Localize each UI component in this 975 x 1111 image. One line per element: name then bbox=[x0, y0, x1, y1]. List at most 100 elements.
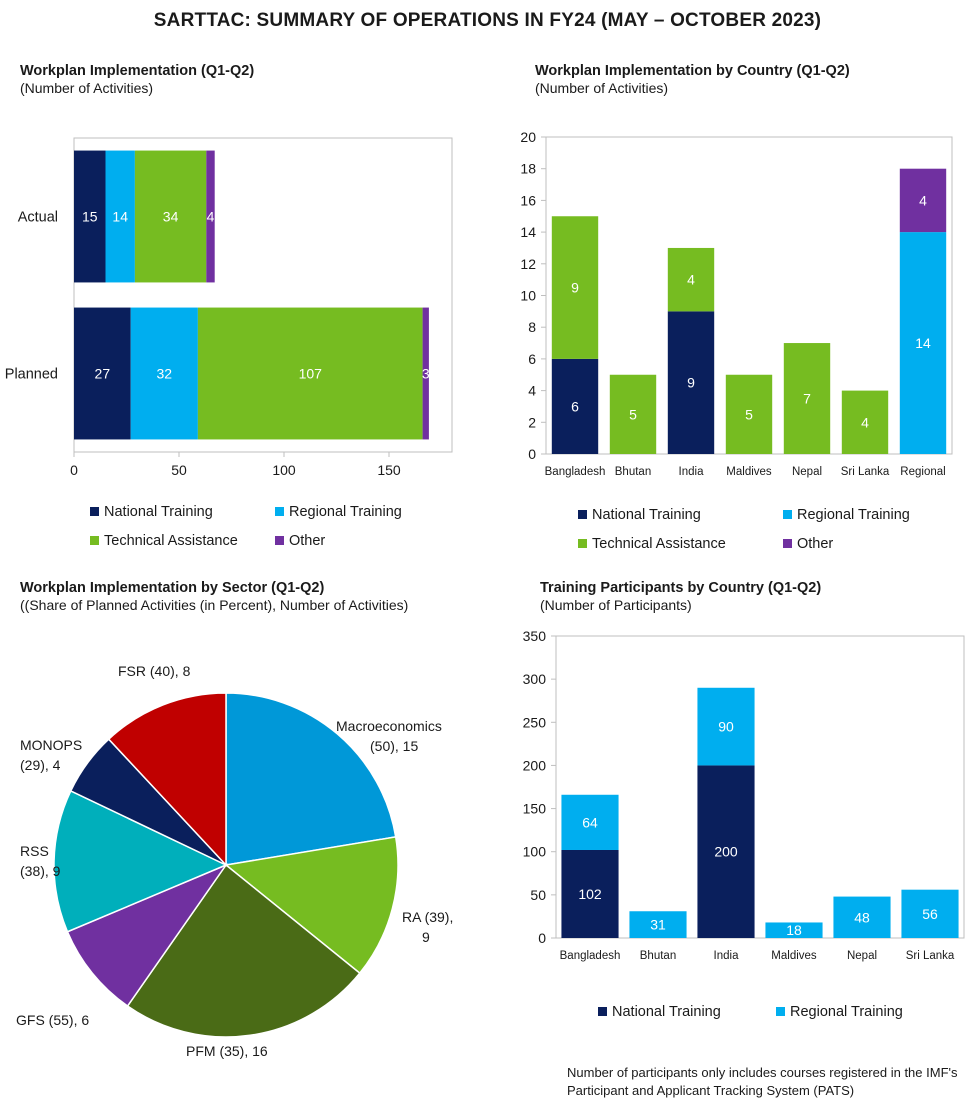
chart-subtitle: ((Share of Planned Activities (in Percen… bbox=[20, 597, 409, 613]
category-label-sri-lanka: Sri Lanka bbox=[841, 466, 890, 478]
bar-sri-lanka-regional-training bbox=[901, 889, 959, 938]
legend-label-national-training: National Training bbox=[612, 1004, 721, 1020]
y-tick-label: 20 bbox=[520, 129, 536, 145]
bar-maldives-technical-assistance bbox=[725, 374, 773, 454]
bar-bangladesh-national-training bbox=[561, 849, 619, 938]
bar-india-national-training bbox=[667, 311, 715, 454]
category-label-planned: Planned bbox=[5, 367, 58, 383]
legend-label-other: Other bbox=[289, 533, 325, 549]
category-label-maldives: Maldives bbox=[726, 466, 772, 478]
pie-slice-ra bbox=[224, 836, 399, 975]
data-label: 4 bbox=[861, 414, 869, 430]
chart-title: Workplan Implementation by Sector (Q1-Q2… bbox=[20, 580, 325, 596]
y-tick-label: 4 bbox=[528, 383, 536, 399]
data-label: 9 bbox=[687, 375, 695, 391]
y-tick-label: 100 bbox=[523, 844, 547, 860]
x-tick-label: 0 bbox=[70, 462, 78, 478]
y-tick-label: 350 bbox=[523, 628, 547, 644]
y-tick-label: 12 bbox=[520, 256, 536, 272]
panel-workplan-by-country: Workplan Implementation by Country (Q1-Q… bbox=[535, 63, 850, 96]
chart-subtitle: (Number of Activities) bbox=[535, 80, 669, 96]
category-label-regional: Regional bbox=[900, 466, 945, 478]
y-tick-label: 14 bbox=[520, 224, 536, 240]
chart-training-participants: 0 50 100 150 200 250 300 350 102 64 Bangladesh 31 Bh… bbox=[523, 628, 965, 1020]
panel-training-participants: Training Participants by Country (Q1-Q2)… bbox=[540, 580, 821, 613]
category-label-sri-lanka: Sri Lanka bbox=[906, 950, 955, 962]
legend-label-technical-assistance: Technical Assistance bbox=[104, 533, 238, 549]
legend-swatch-technical-assistance bbox=[578, 539, 587, 548]
y-tick-label: 300 bbox=[523, 671, 547, 687]
category-label-bangladesh: Bangladesh bbox=[545, 466, 606, 478]
pie-label-rss: RSS (38), 9 bbox=[20, 843, 61, 879]
y-tick-label: 6 bbox=[528, 351, 536, 367]
category-label-bhutan: Bhutan bbox=[640, 950, 676, 962]
data-label: 5 bbox=[745, 406, 753, 422]
data-label: 7 bbox=[803, 391, 811, 407]
x-tick-label: 100 bbox=[272, 462, 296, 478]
bar-bhutan-regional-training bbox=[629, 911, 687, 938]
legend-swatch-national-training bbox=[90, 507, 99, 516]
bar-india-regional-training bbox=[697, 687, 755, 766]
bar-actual-other bbox=[206, 150, 215, 283]
category-label-india: India bbox=[714, 950, 740, 962]
y-tick-label: 200 bbox=[523, 757, 547, 773]
bar-actual-national-training bbox=[74, 150, 106, 283]
y-tick-label: 10 bbox=[520, 288, 536, 304]
bar-planned-regional-training bbox=[130, 307, 198, 440]
bar-planned-national-training bbox=[74, 307, 131, 440]
legend-label-other: Other bbox=[797, 536, 833, 552]
bar-planned-technical-assistance bbox=[197, 307, 423, 440]
y-tick-label: 16 bbox=[520, 192, 536, 208]
category-label-actual: Actual bbox=[18, 210, 58, 226]
data-label: 14 bbox=[112, 209, 128, 225]
chart-workplan-implementation: 15 14 34 4 Actual 27 32 107 3 Planned 0 50 100 150 Nat… bbox=[5, 137, 453, 549]
category-label-nepal: Nepal bbox=[792, 466, 822, 478]
category-label-nepal: Nepal bbox=[847, 950, 877, 962]
chart-subtitle: (Number of Activities) bbox=[20, 80, 154, 96]
bar-planned-other bbox=[422, 307, 429, 440]
pie-label-gfs: GFS (55), 6 bbox=[16, 1012, 89, 1028]
data-label: 27 bbox=[95, 366, 111, 382]
category-label-india: India bbox=[679, 466, 705, 478]
legend-swatch-regional-training bbox=[783, 510, 792, 519]
category-label-bangladesh: Bangladesh bbox=[560, 950, 621, 962]
legend-swatch-other bbox=[275, 536, 284, 545]
legend-label-regional-training: Regional Training bbox=[289, 504, 402, 520]
data-label: 32 bbox=[157, 366, 173, 382]
data-label: 4 bbox=[919, 192, 927, 208]
data-label: 34 bbox=[163, 209, 179, 225]
data-label: 200 bbox=[714, 844, 738, 860]
data-label: 3 bbox=[422, 366, 430, 382]
data-label: 5 bbox=[629, 406, 637, 422]
y-tick-label: 8 bbox=[528, 319, 536, 335]
pie-slice-macroeconomics bbox=[225, 692, 397, 866]
pie-slice-rss bbox=[53, 789, 228, 933]
data-label: 90 bbox=[718, 719, 734, 735]
pie-label-fsr: FSR (40), 8 bbox=[118, 663, 191, 679]
data-label: 4 bbox=[687, 272, 695, 288]
bar-nepal-regional-training bbox=[833, 896, 891, 938]
y-tick-label: 250 bbox=[523, 714, 547, 730]
pie-slice-fsr bbox=[107, 692, 227, 867]
footnote: Number of participants only includes cou… bbox=[567, 1065, 958, 1098]
legend-label-technical-assistance: Technical Assistance bbox=[592, 536, 726, 552]
data-label: 4 bbox=[207, 209, 215, 225]
x-tick-label: 50 bbox=[171, 462, 187, 478]
pie-label-ra: RA (39), 9 bbox=[402, 909, 453, 945]
chart-title: Workplan Implementation by Country (Q1-Q… bbox=[535, 63, 850, 79]
x-tick-label: 150 bbox=[377, 462, 401, 478]
data-label: 56 bbox=[922, 906, 938, 922]
y-tick-label: 150 bbox=[523, 801, 547, 817]
bar-actual-regional-training bbox=[105, 150, 135, 283]
y-tick-label: 18 bbox=[520, 161, 536, 177]
bar-bangladesh-national-training bbox=[551, 358, 599, 454]
bar-india-national-training bbox=[697, 765, 755, 938]
bar-nepal-technical-assistance bbox=[783, 343, 831, 454]
data-label: 64 bbox=[582, 814, 598, 830]
category-label-maldives: Maldives bbox=[771, 950, 817, 962]
legend-swatch-regional-training bbox=[776, 1007, 785, 1016]
chart-workplan-by-country: 0 2 4 6 8 10 12 14 16 18 20 6 9 Bangladesh 5 Bhutan 9 4 In… bbox=[520, 129, 953, 552]
y-tick-label: 2 bbox=[528, 414, 536, 430]
chart-title: Training Participants by Country (Q1-Q2) bbox=[540, 580, 822, 596]
panel-workplan-by-sector: Workplan Implementation by Sector (Q1-Q2… bbox=[20, 580, 440, 613]
